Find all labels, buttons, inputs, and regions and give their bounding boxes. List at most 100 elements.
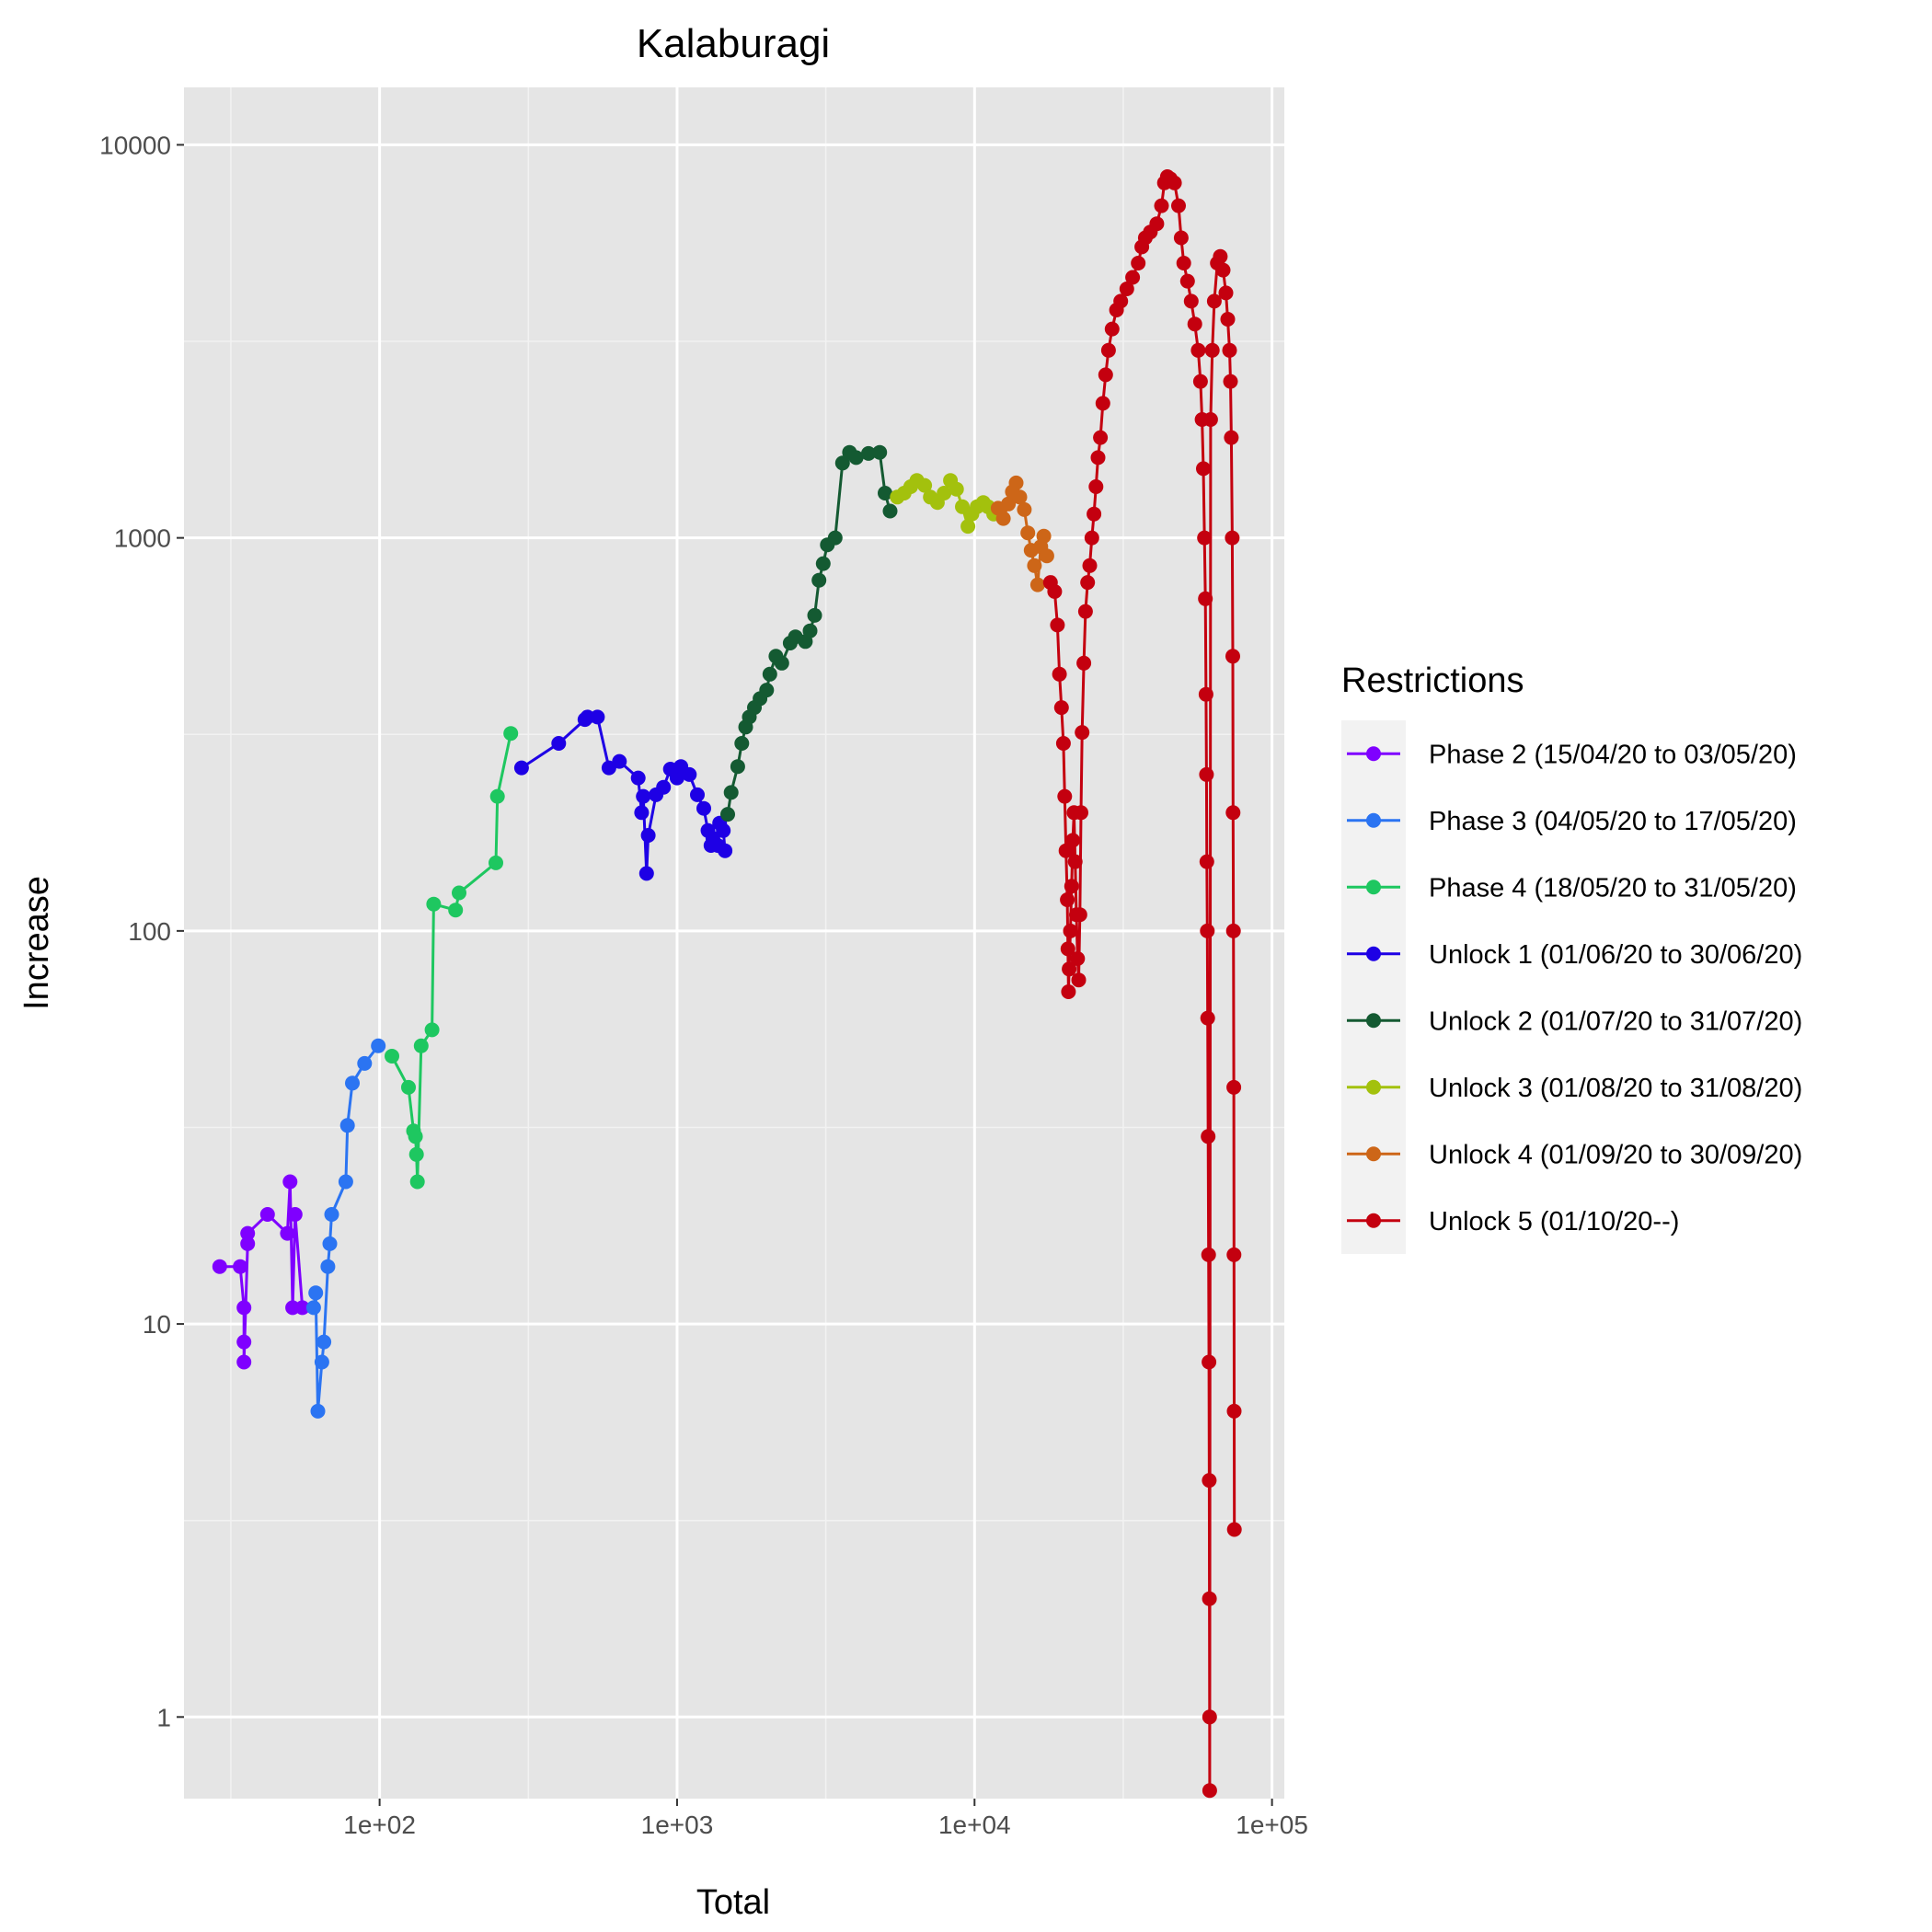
data-point <box>1202 1709 1217 1725</box>
data-point <box>1055 736 1071 751</box>
data-point <box>1039 548 1054 564</box>
data-point <box>1192 374 1208 389</box>
data-point <box>949 481 964 497</box>
legend-item: Phase 4 (18/05/20 to 31/05/20) <box>1347 873 1797 903</box>
data-point <box>1202 1783 1217 1799</box>
legend-key-point <box>1366 1146 1381 1162</box>
data-point <box>1058 843 1074 858</box>
series-group <box>990 475 1054 592</box>
series-group <box>305 1038 386 1419</box>
legend-item: Unlock 4 (01/09/20 to 30/09/20) <box>1347 1140 1802 1169</box>
data-point <box>1064 879 1079 894</box>
data-point <box>1027 558 1042 573</box>
data-point <box>1206 293 1222 309</box>
series-group <box>1042 169 1242 1799</box>
data-point <box>316 1334 332 1350</box>
data-point <box>1201 1129 1216 1144</box>
data-point <box>408 1146 424 1162</box>
data-point <box>834 455 850 471</box>
legend-key-point <box>1366 946 1381 961</box>
data-point <box>1090 450 1106 466</box>
data-point <box>682 766 697 782</box>
data-point <box>1087 506 1102 522</box>
data-point <box>827 530 843 546</box>
data-point <box>1199 766 1214 782</box>
data-point <box>240 1236 256 1251</box>
data-point <box>861 445 876 461</box>
data-point <box>1020 525 1036 541</box>
data-point <box>1187 316 1202 332</box>
data-point <box>1062 961 1077 977</box>
data-point <box>426 896 442 912</box>
data-point <box>1226 1247 1242 1262</box>
data-point <box>630 770 646 786</box>
data-point <box>1223 374 1238 389</box>
data-point <box>294 1300 310 1316</box>
data-point <box>1088 479 1104 494</box>
data-point <box>339 1118 355 1133</box>
data-point <box>308 1285 324 1301</box>
x-tick-label: 1e+03 <box>641 1811 714 1839</box>
data-point <box>424 1022 440 1038</box>
data-point <box>937 486 952 500</box>
data-point <box>489 788 505 804</box>
data-point <box>1213 248 1228 264</box>
data-point <box>338 1174 353 1190</box>
data-point <box>802 623 818 638</box>
legend-label: Unlock 1 (01/06/20 to 30/06/20) <box>1429 940 1802 970</box>
data-point <box>1072 907 1087 923</box>
data-point <box>371 1038 386 1053</box>
data-point <box>1076 655 1092 671</box>
data-point <box>1173 230 1189 246</box>
data-point <box>1202 412 1218 427</box>
y-tick-label: 10 <box>143 1310 171 1339</box>
data-point <box>1104 321 1120 337</box>
data-point <box>1202 1354 1217 1370</box>
data-point <box>212 1259 227 1274</box>
data-point <box>551 736 567 751</box>
data-point <box>716 822 731 838</box>
grid-layer <box>184 87 1284 1799</box>
data-point <box>1200 923 1215 938</box>
data-point <box>1222 342 1237 358</box>
data-point <box>413 1038 429 1053</box>
legend-key-point <box>1366 1013 1381 1029</box>
data-point <box>1190 342 1206 358</box>
data-point <box>233 1259 248 1274</box>
data-point <box>1061 984 1076 999</box>
series-group <box>212 1174 310 1370</box>
legend-label: Unlock 5 (01/10/20--) <box>1429 1207 1679 1236</box>
data-point <box>1154 198 1169 213</box>
y-tick-label: 10000 <box>99 131 171 159</box>
legend-label: Unlock 3 (01/08/20 to 31/08/20) <box>1429 1074 1802 1103</box>
legend-title: Restrictions <box>1341 661 1524 700</box>
data-point <box>280 1225 295 1241</box>
x-tick-label: 1e+02 <box>343 1811 416 1839</box>
data-point <box>1198 591 1213 606</box>
legend-label: Phase 3 (04/05/20 to 17/05/20) <box>1429 807 1797 836</box>
data-point <box>1225 649 1240 664</box>
data-point <box>1050 617 1065 633</box>
data-point <box>1202 1473 1217 1489</box>
y-tick-label: 1000 <box>114 524 171 553</box>
data-point <box>452 885 466 901</box>
x-axis-title: Total <box>696 1883 770 1922</box>
data-point <box>385 1049 399 1064</box>
data-point <box>730 759 745 775</box>
series-group <box>890 473 1002 535</box>
data-point <box>872 444 888 460</box>
legend-key-point <box>1366 812 1381 828</box>
data-point <box>759 683 775 698</box>
data-point <box>690 787 705 802</box>
data-point <box>1052 666 1067 682</box>
data-point <box>1036 528 1052 544</box>
legend-key-point <box>1366 746 1381 762</box>
data-point <box>489 855 503 870</box>
data-point <box>878 486 892 500</box>
data-point <box>1008 475 1024 490</box>
data-point <box>1196 461 1211 477</box>
data-point <box>1225 530 1240 546</box>
data-point <box>448 903 464 918</box>
data-point <box>720 807 735 822</box>
